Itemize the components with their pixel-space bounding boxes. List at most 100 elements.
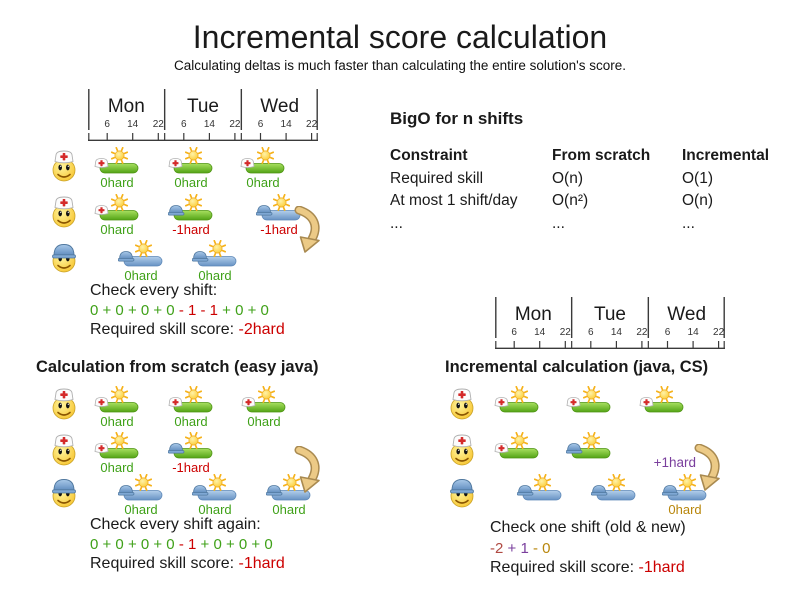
nurse-cap-icon	[168, 397, 183, 407]
builder-hat-icon	[167, 205, 185, 216]
score-value: -1hard	[638, 559, 685, 576]
shift-icon	[191, 473, 238, 506]
builder-hat-icon	[117, 251, 135, 262]
sun-icon	[272, 193, 291, 212]
shift-bar	[173, 402, 213, 413]
timeline-hour-label: 22	[306, 119, 318, 130]
shift-icon	[255, 193, 302, 226]
shift-icon	[117, 239, 164, 272]
employee-nurse-icon	[50, 150, 78, 182]
sun-icon	[110, 431, 129, 450]
timeline-hour-label: 22	[560, 327, 572, 338]
sun-icon	[184, 146, 203, 165]
employee-nurse-icon	[50, 196, 78, 228]
timeline-hour-label: 22	[229, 119, 241, 130]
bigo-cell: ...	[682, 214, 695, 232]
shift-icon	[167, 193, 214, 226]
timeline-day-label: Mon	[108, 96, 145, 117]
nurse-cap-icon	[94, 205, 109, 215]
employee-nurse-icon	[50, 434, 78, 466]
timeline-hour-label: 14	[204, 119, 216, 130]
timeline-left: Mon 6 14 22 Tue 6 14 22 Wed 6 14 22	[88, 88, 318, 142]
shift-score-label: 0hard	[100, 175, 134, 190]
check-title-top-left: Check every shift:	[90, 282, 218, 299]
sun-icon	[510, 431, 529, 450]
employee-builder-icon	[50, 241, 78, 273]
nurse-cap-icon	[94, 443, 109, 453]
score-sum-bottom-left: 0 + 0 + 0 + 0 - 1 + 0 + 0 + 0	[90, 536, 273, 554]
score-sum-part: - 1 - 1	[174, 302, 219, 319]
sun-icon	[533, 473, 552, 492]
shift-score-label: 0hard	[124, 268, 158, 283]
shift-icon	[117, 473, 164, 506]
bigo-cell: O(n)	[552, 169, 583, 187]
bigo-cell: Required skill	[390, 169, 484, 187]
score-sum-part: 0 + 0 + 0 + 0	[90, 536, 175, 553]
sun-icon	[134, 473, 153, 492]
shift-icon	[661, 473, 708, 506]
shift-icon	[168, 146, 214, 179]
builder-hat-icon	[167, 443, 185, 454]
move-arrow-icon	[692, 443, 722, 492]
score-sum-bottom-right: -2 + 1 - 0	[490, 540, 550, 558]
score-sum-part: + 1	[503, 540, 529, 557]
sun-icon	[678, 473, 697, 492]
score-sum-part: + 0 + 0 + 0	[196, 536, 273, 553]
timeline-day-label: Wed	[667, 304, 706, 325]
bigo-title: BigO for n shifts	[390, 109, 524, 128]
score-line-top-left: Required skill score: -2hard	[90, 320, 285, 339]
shift-bar	[246, 402, 286, 413]
timeline-right: Mon 6 14 22 Tue 6 14 22 Wed 6 14 22	[495, 296, 725, 350]
sun-icon	[510, 385, 529, 404]
shift-icon	[241, 385, 287, 418]
sun-icon	[256, 146, 275, 165]
score-sum-part: -2	[490, 540, 504, 557]
builder-hat-icon	[265, 485, 283, 496]
shift-icon	[566, 385, 612, 418]
shift-icon	[565, 431, 612, 464]
timeline-hour-label: 6	[665, 327, 671, 338]
timeline-hour-label: 22	[713, 327, 725, 338]
sun-icon	[110, 193, 129, 212]
builder-hat-icon	[565, 443, 583, 454]
shift-icon	[494, 431, 540, 464]
bigo-cell: ...	[390, 214, 403, 232]
shift-score-label: 0hard	[174, 414, 208, 429]
shift-score-label: 0hard	[174, 175, 208, 190]
score-sum-part: + 0 + 0	[218, 302, 269, 319]
builder-hat-icon	[661, 485, 679, 496]
employee-nurse-icon	[448, 434, 476, 466]
shift-bar	[571, 402, 611, 413]
shift-icon	[167, 431, 214, 464]
shift-icon	[639, 385, 685, 418]
nurse-cap-icon	[566, 397, 581, 407]
shift-icon	[94, 431, 140, 464]
score-value: -2hard	[238, 321, 285, 338]
shift-score-label: -1hard	[260, 222, 298, 237]
timeline-day-label: Tue	[594, 304, 626, 325]
timeline-hour-label: 14	[127, 119, 139, 130]
bigo-cell: O(1)	[682, 169, 713, 187]
move-arrow-icon	[292, 205, 322, 254]
shift-icon	[191, 239, 238, 272]
sun-icon	[184, 193, 203, 212]
sun-icon	[184, 385, 203, 404]
check-title-bottom-right: Check one shift (old & new)	[490, 519, 686, 536]
timeline-hour-label: 22	[153, 119, 165, 130]
score-sum-top-left: 0 + 0 + 0 + 0 - 1 - 1 + 0 + 0	[90, 302, 269, 320]
score-label: Required skill score:	[90, 555, 239, 572]
section-heading-incremental: Incremental calculation (java, CS)	[445, 358, 709, 376]
sun-icon	[208, 239, 227, 258]
shift-icon	[590, 473, 637, 506]
shift-score-label: 0hard	[100, 222, 134, 237]
nurse-cap-icon	[94, 397, 109, 407]
builder-hat-icon	[117, 485, 135, 496]
shift-icon	[240, 146, 286, 179]
shift-score-label: 0hard	[272, 502, 306, 517]
bigo-cell: O(n²)	[552, 192, 589, 209]
timeline-hour-label: 22	[636, 327, 648, 338]
sun-icon	[257, 385, 276, 404]
section-heading-from-scratch: Calculation from scratch (easy java)	[36, 358, 319, 376]
